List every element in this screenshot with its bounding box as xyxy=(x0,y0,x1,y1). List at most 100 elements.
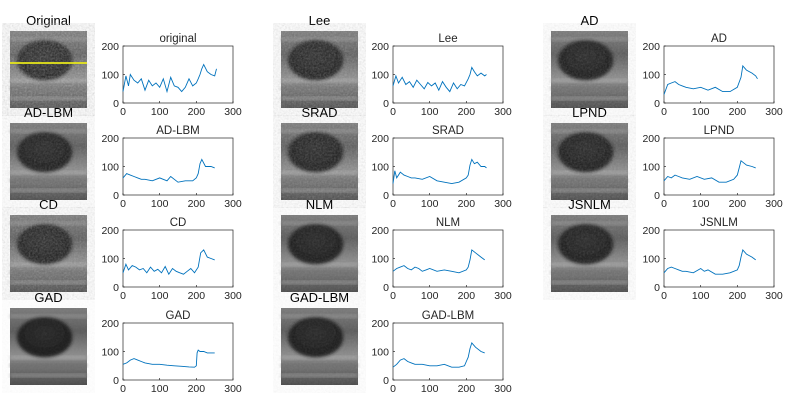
x-tick-label: 0 xyxy=(390,198,396,210)
intensity-profile-line xyxy=(663,160,756,183)
y-tick-label: 0 xyxy=(113,190,119,202)
x-tick-label: 0 xyxy=(390,106,396,118)
panel-lpnd: LPND 0 100 200 300 0 100 200 LPND xyxy=(551,105,783,210)
y-tick-label: 0 xyxy=(113,375,119,387)
x-tick-label: 300 xyxy=(494,383,512,395)
y-tick-label: 200 xyxy=(371,225,389,237)
intensity-profile-line xyxy=(122,158,215,183)
x-tick-label: 100 xyxy=(692,106,710,118)
image-title: AD xyxy=(580,13,598,28)
plot-area xyxy=(122,229,234,288)
image-title: AD-LBM xyxy=(24,105,73,120)
intensity-profile-line xyxy=(122,349,215,368)
x-tick-label: 200 xyxy=(458,198,476,210)
plot-title: CD xyxy=(170,217,187,229)
panel-original: Original 0 100 200 300 0 100 200 original xyxy=(10,13,242,118)
speckle-overlay xyxy=(281,308,358,385)
x-tick-label: 100 xyxy=(692,290,710,302)
plot-area xyxy=(122,322,234,381)
y-tick-label: 0 xyxy=(383,190,389,202)
x-tick-label: 0 xyxy=(661,198,667,210)
plot-area xyxy=(392,45,504,104)
image-title: Lee xyxy=(309,13,331,28)
x-tick-label: 100 xyxy=(151,106,169,118)
x-tick-label: 300 xyxy=(494,290,512,302)
x-tick-label: 0 xyxy=(120,106,126,118)
plot-title: original xyxy=(159,33,196,45)
plot-area xyxy=(392,137,504,196)
x-tick-label: 100 xyxy=(151,198,169,210)
y-tick-label: 0 xyxy=(383,98,389,110)
x-tick-label: 0 xyxy=(390,290,396,302)
x-tick-label: 0 xyxy=(661,290,667,302)
x-tick-label: 200 xyxy=(188,106,206,118)
y-tick-label: 100 xyxy=(101,162,119,174)
panel-ad-lbm: AD-LBM 0 100 200 300 0 100 200 AD-LBM xyxy=(10,105,242,210)
x-tick-label: 0 xyxy=(120,198,126,210)
y-tick-label: 200 xyxy=(101,318,119,330)
speckle-overlay xyxy=(551,31,628,108)
intensity-profile-line xyxy=(392,66,487,93)
y-tick-label: 100 xyxy=(642,70,660,82)
plot-area xyxy=(392,322,504,381)
plot-area xyxy=(663,229,775,288)
x-tick-label: 200 xyxy=(458,106,476,118)
image-title: GAD-LBM xyxy=(290,290,349,305)
y-tick-label: 100 xyxy=(371,347,389,359)
y-tick-label: 100 xyxy=(101,70,119,82)
plot-area xyxy=(122,137,234,196)
x-tick-label: 100 xyxy=(421,198,439,210)
plot-title: JSNLM xyxy=(700,217,738,229)
plot-title: AD xyxy=(711,33,727,45)
image-title: JSNLM xyxy=(568,197,611,212)
speckle-overlay xyxy=(281,31,358,108)
y-tick-label: 0 xyxy=(654,190,660,202)
y-tick-label: 200 xyxy=(101,41,119,53)
y-tick-label: 100 xyxy=(371,70,389,82)
image-title: SRAD xyxy=(301,105,337,120)
speckle-overlay xyxy=(281,215,358,292)
intensity-profile-line xyxy=(663,64,758,95)
y-tick-label: 200 xyxy=(642,225,660,237)
x-tick-label: 100 xyxy=(151,383,169,395)
y-tick-label: 100 xyxy=(371,162,389,174)
x-tick-label: 200 xyxy=(729,106,747,118)
plot-title: LPND xyxy=(704,125,735,137)
speckle-overlay xyxy=(281,123,358,200)
y-tick-label: 200 xyxy=(642,41,660,53)
panel-srad: SRAD 0 100 200 300 0 100 200 SRAD xyxy=(281,105,512,210)
x-tick-label: 200 xyxy=(729,198,747,210)
plot-area xyxy=(122,45,234,104)
x-tick-label: 0 xyxy=(120,383,126,395)
image-title: Original xyxy=(26,13,71,28)
y-tick-label: 100 xyxy=(642,254,660,266)
speckle-overlay xyxy=(10,31,87,108)
y-tick-label: 0 xyxy=(383,282,389,294)
intensity-profile-line xyxy=(392,158,487,185)
x-tick-label: 200 xyxy=(188,198,206,210)
x-tick-label: 0 xyxy=(120,290,126,302)
intensity-profile-line xyxy=(663,248,756,275)
plot-area xyxy=(663,45,775,104)
panel-jsnlm: JSNLM 0 100 200 300 0 100 200 JSNLM xyxy=(551,197,783,302)
plot-title: Lee xyxy=(438,33,457,45)
x-tick-label: 300 xyxy=(494,106,512,118)
x-tick-label: 300 xyxy=(765,198,783,210)
image-title: CD xyxy=(39,197,58,212)
x-tick-label: 300 xyxy=(224,290,242,302)
x-tick-label: 200 xyxy=(188,383,206,395)
plot-area xyxy=(392,229,504,288)
image-title: GAD xyxy=(34,290,62,305)
panel-gad: GAD 0 100 200 300 0 100 200 GAD xyxy=(10,290,242,395)
y-tick-label: 100 xyxy=(642,162,660,174)
y-tick-label: 100 xyxy=(101,347,119,359)
y-tick-label: 100 xyxy=(371,254,389,266)
intensity-profile-line xyxy=(122,249,215,276)
image-title: NLM xyxy=(306,197,333,212)
panel-lee: Lee 0 100 200 300 0 100 200 Lee xyxy=(281,13,512,118)
x-tick-label: 300 xyxy=(224,106,242,118)
panel-ad: AD 0 100 200 300 0 100 200 AD xyxy=(551,13,783,118)
x-tick-label: 200 xyxy=(458,290,476,302)
intensity-profile-line xyxy=(392,341,485,368)
